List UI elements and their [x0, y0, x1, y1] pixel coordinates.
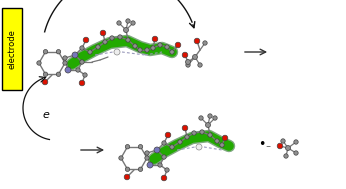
Circle shape — [165, 132, 171, 138]
Circle shape — [114, 49, 120, 55]
Circle shape — [63, 56, 67, 60]
Circle shape — [154, 147, 160, 153]
Circle shape — [42, 79, 48, 85]
Circle shape — [165, 168, 169, 172]
Circle shape — [194, 38, 200, 44]
Circle shape — [152, 36, 158, 42]
Circle shape — [133, 44, 137, 48]
Circle shape — [192, 131, 196, 135]
Text: e: e — [43, 110, 49, 120]
Circle shape — [162, 141, 166, 145]
Circle shape — [294, 140, 298, 144]
Circle shape — [147, 162, 153, 168]
Circle shape — [215, 139, 219, 143]
Circle shape — [161, 175, 167, 181]
Circle shape — [284, 154, 288, 158]
Circle shape — [43, 72, 48, 77]
Circle shape — [294, 151, 298, 155]
Circle shape — [208, 133, 212, 137]
Circle shape — [100, 30, 106, 36]
Circle shape — [185, 135, 189, 139]
Circle shape — [80, 60, 84, 64]
Circle shape — [103, 40, 107, 44]
Circle shape — [213, 116, 217, 120]
Circle shape — [175, 42, 181, 48]
Circle shape — [170, 50, 174, 54]
Circle shape — [277, 143, 283, 149]
Circle shape — [126, 38, 130, 42]
Circle shape — [186, 63, 190, 67]
Circle shape — [158, 43, 162, 47]
Circle shape — [83, 73, 87, 77]
Circle shape — [192, 54, 198, 60]
Circle shape — [80, 46, 84, 50]
Circle shape — [138, 145, 143, 149]
Circle shape — [110, 36, 114, 40]
Circle shape — [56, 50, 61, 54]
Circle shape — [138, 167, 143, 171]
Circle shape — [196, 144, 202, 150]
Circle shape — [203, 41, 207, 45]
Circle shape — [151, 46, 155, 50]
Circle shape — [119, 156, 123, 160]
Circle shape — [124, 28, 128, 33]
Circle shape — [138, 48, 142, 52]
Circle shape — [145, 156, 149, 160]
Circle shape — [165, 45, 169, 49]
Text: •: • — [258, 138, 266, 151]
Circle shape — [126, 19, 130, 23]
Circle shape — [206, 122, 210, 128]
Circle shape — [281, 139, 285, 143]
Circle shape — [170, 145, 174, 149]
Circle shape — [83, 37, 89, 43]
Bar — [2, 8, 22, 90]
Circle shape — [199, 116, 203, 120]
Circle shape — [162, 155, 166, 159]
Circle shape — [185, 60, 191, 64]
Circle shape — [125, 145, 130, 149]
Circle shape — [76, 68, 80, 72]
Circle shape — [117, 21, 121, 25]
Circle shape — [222, 135, 228, 141]
Circle shape — [118, 35, 122, 39]
Circle shape — [56, 72, 61, 77]
Text: ⁻: ⁻ — [265, 144, 271, 154]
Circle shape — [79, 80, 85, 86]
Circle shape — [285, 146, 291, 150]
Circle shape — [125, 167, 130, 171]
Circle shape — [145, 48, 149, 52]
Circle shape — [96, 45, 100, 49]
Circle shape — [182, 52, 188, 58]
Circle shape — [43, 50, 48, 54]
Circle shape — [131, 21, 135, 25]
Circle shape — [65, 67, 71, 73]
Circle shape — [158, 163, 162, 167]
Circle shape — [198, 63, 202, 67]
Circle shape — [72, 52, 78, 58]
Circle shape — [145, 151, 149, 155]
Circle shape — [182, 125, 188, 131]
Circle shape — [220, 143, 224, 147]
Circle shape — [37, 61, 41, 65]
Circle shape — [208, 114, 212, 118]
Circle shape — [124, 174, 130, 180]
Circle shape — [200, 130, 204, 134]
Circle shape — [178, 140, 182, 144]
Circle shape — [88, 50, 92, 54]
Text: electrode: electrode — [8, 29, 17, 69]
Circle shape — [63, 61, 67, 65]
